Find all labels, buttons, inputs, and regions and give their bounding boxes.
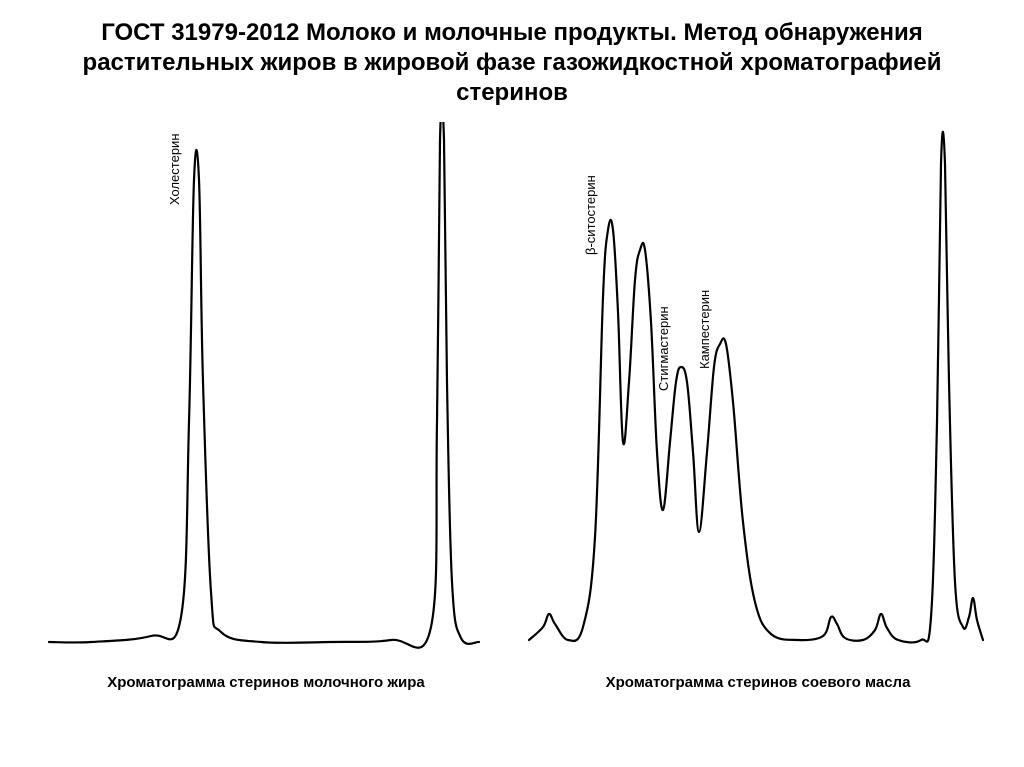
peak-label: Стигмастерин bbox=[656, 306, 671, 391]
page-title: ГОСТ 31979-2012 Молоко и молочные продук… bbox=[0, 0, 1024, 108]
chromatogram-trace bbox=[49, 122, 479, 648]
caption-left: Хроматограмма стеринов молочного жира bbox=[31, 674, 501, 691]
chromatogram-right: β-ситостерин Стигмастерин Кампестерин bbox=[523, 122, 993, 662]
captions-row: Хроматограмма стеринов молочного жира Хр… bbox=[0, 668, 1024, 691]
peak-label: Кампестерин bbox=[697, 290, 712, 369]
chromatogram-left: Холестерин bbox=[31, 122, 501, 662]
chromatogram-panels: Холестерин β-ситостерин Стигмастерин Кампе… bbox=[0, 108, 1024, 668]
peak-label: β-ситостерин bbox=[583, 175, 598, 255]
peak-label: Холестерин bbox=[167, 134, 182, 206]
caption-right: Хроматограмма стеринов соевого масла bbox=[523, 674, 993, 691]
chromatogram-svg bbox=[31, 122, 501, 662]
